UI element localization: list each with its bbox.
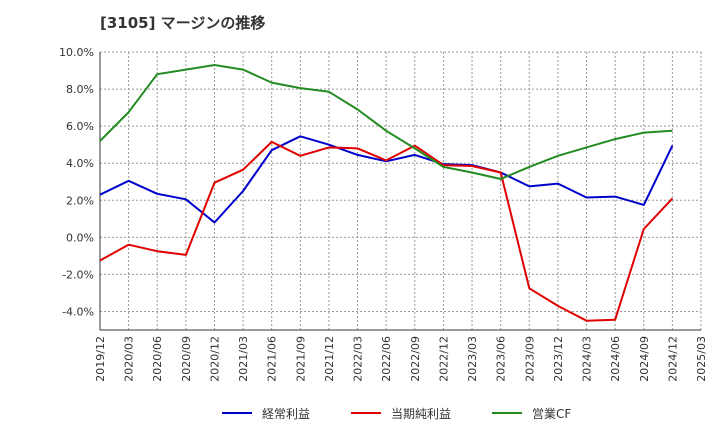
x-tick-label: 2022/09: [409, 336, 422, 382]
x-tick-label: 2020/09: [180, 336, 193, 382]
legend-label: 営業CF: [532, 407, 571, 421]
x-tick-label: 2025/03: [695, 336, 708, 382]
chart-title: [3105] マージンの推移: [100, 14, 266, 32]
x-tick-label: 2021/12: [323, 336, 336, 382]
series-line-2: [99, 140, 674, 322]
x-tick-label: 2023/09: [523, 336, 536, 382]
x-tick-label: 2023/12: [552, 336, 565, 382]
series-line-3: [99, 64, 673, 180]
plot-area: [100, 52, 701, 330]
x-tick-label: 2024/12: [666, 336, 679, 382]
x-tick-label: 2021/06: [266, 336, 279, 382]
x-tick-label: 2024/03: [581, 336, 594, 382]
y-tick-label: 6.0%: [66, 120, 94, 133]
y-tick-label: 10.0%: [59, 46, 94, 59]
x-tick-label: 2019/12: [94, 336, 107, 382]
x-tick-label: 2023/06: [495, 336, 508, 382]
x-tick-label: 2020/03: [123, 336, 136, 382]
x-tick-label: 2020/06: [151, 336, 164, 382]
y-tick-label: 2.0%: [66, 194, 94, 207]
x-tick-label: 2021/03: [237, 336, 250, 382]
y-tick-label: -4.0%: [62, 305, 94, 318]
legend-label: 経常利益: [262, 407, 310, 421]
x-tick-label: 2022/03: [352, 336, 365, 382]
x-tick-label: 2022/06: [380, 336, 393, 382]
x-tick-label: 2023/03: [466, 336, 479, 382]
y-tick-label: 0.0%: [66, 231, 94, 244]
y-tick-label: 4.0%: [66, 157, 94, 170]
x-tick-label: 2024/09: [638, 336, 651, 382]
y-tick-label: 8.0%: [66, 83, 94, 96]
x-tick-label: 2021/09: [294, 336, 307, 382]
x-tick-label: 2020/12: [208, 336, 221, 382]
x-tick-label: 2022/12: [437, 336, 450, 382]
y-tick-label: -2.0%: [62, 268, 94, 281]
legend-label: 当期純利益: [391, 407, 451, 421]
x-tick-label: 2024/06: [609, 336, 622, 382]
